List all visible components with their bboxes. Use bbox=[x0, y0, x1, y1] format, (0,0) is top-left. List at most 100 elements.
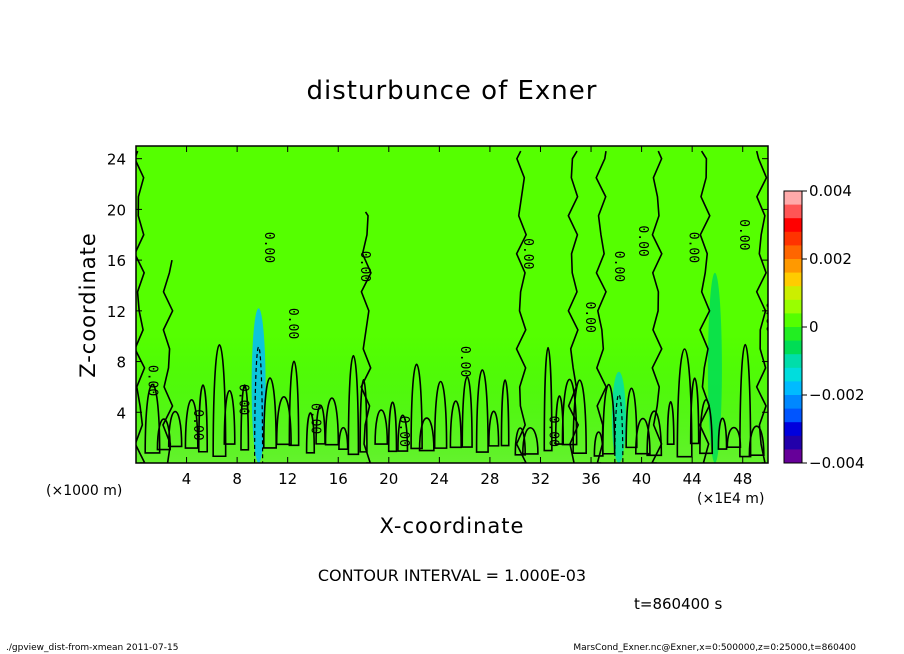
tall-contour-5 bbox=[651, 150, 663, 463]
contour-13 bbox=[324, 397, 340, 446]
colorbar-swatch bbox=[784, 218, 802, 233]
contour-3 bbox=[184, 398, 199, 449]
colorbar-swatch bbox=[784, 435, 802, 450]
plot-frame bbox=[135, 145, 769, 464]
contour-41 bbox=[689, 377, 700, 445]
x-axis: 4 8 12 16 20 24 28 32 36 40 44 48 bbox=[182, 146, 752, 488]
y-tick-label: 4 bbox=[116, 404, 126, 422]
x-scale-note: (×1E4 m) bbox=[697, 491, 765, 507]
y-axis-label: Z-coordinate bbox=[76, 232, 100, 378]
x-tick-label: 44 bbox=[683, 470, 702, 488]
anomaly-2 bbox=[707, 272, 722, 463]
x-unit-note: (×1000 m) bbox=[46, 483, 123, 499]
x-tick-label: 32 bbox=[531, 470, 550, 488]
colorbar-tick-label: 0.004 bbox=[809, 182, 852, 200]
contour-label: 0.00 bbox=[285, 308, 300, 339]
tall-contour-2 bbox=[515, 150, 528, 463]
x-tick-label: 40 bbox=[632, 470, 651, 488]
contour-26 bbox=[488, 410, 500, 447]
contour-0 bbox=[144, 383, 161, 454]
colorbar-tick-label: 0 bbox=[809, 318, 819, 336]
contour-29 bbox=[522, 426, 539, 455]
contour-38 bbox=[646, 410, 663, 457]
contour-19 bbox=[397, 414, 409, 452]
colorbar-swatch bbox=[784, 340, 802, 355]
y-tick-label: 20 bbox=[107, 201, 126, 219]
colorbar-swatch bbox=[784, 259, 802, 274]
time-label: t=860400 s bbox=[634, 595, 723, 613]
y-axis: 4 8 12 16 20 24 bbox=[107, 151, 768, 422]
contour-7 bbox=[240, 384, 250, 451]
colorbar-swatch bbox=[784, 354, 802, 369]
tall-contour-1 bbox=[360, 211, 372, 463]
contour-17 bbox=[374, 409, 389, 445]
contour-45 bbox=[739, 343, 752, 458]
tall-contour-3 bbox=[567, 150, 580, 463]
x-tick-label: 36 bbox=[581, 470, 600, 488]
contour-label: 0.00 bbox=[261, 232, 276, 263]
contour-label: 0.00 bbox=[582, 302, 597, 333]
contour-25 bbox=[475, 369, 489, 453]
contour-label: 0.00 bbox=[457, 346, 472, 377]
colorbar-swatch bbox=[784, 204, 802, 219]
colorbar-swatch bbox=[784, 245, 802, 260]
y-tick-label: 12 bbox=[107, 303, 126, 321]
colorbar-swatch bbox=[784, 395, 802, 410]
contour-22 bbox=[433, 380, 448, 449]
negative-contour-1 bbox=[614, 393, 624, 463]
contour-10 bbox=[288, 360, 300, 447]
tall-contour-0 bbox=[162, 259, 174, 463]
contour-label: 0.00 bbox=[308, 403, 323, 434]
contour-37 bbox=[635, 418, 651, 455]
contour-labels: 0.00 0.00 0.00 0.00 0.00 0.00 0.00 0.00 0.00 0.00… bbox=[145, 219, 778, 447]
contour-27 bbox=[500, 379, 510, 447]
colorbar: 0.004 0.002 0 −0.002 −0.004 bbox=[783, 182, 865, 472]
colorbar-swatch bbox=[784, 408, 802, 423]
colorbar-swatch bbox=[784, 191, 802, 206]
contour-label: 0.00 bbox=[736, 219, 751, 250]
contour-21 bbox=[418, 417, 435, 452]
colorbar-tick-label: 0.002 bbox=[809, 250, 852, 268]
x-axis-label: X-coordinate bbox=[379, 514, 525, 538]
colorbar-tick-label: −0.002 bbox=[809, 386, 865, 404]
contour-6 bbox=[223, 390, 236, 445]
contour-8 bbox=[262, 377, 277, 449]
colorbar-swatch bbox=[784, 313, 802, 328]
colorbar-swatch bbox=[784, 286, 802, 301]
heatmap-field: 0.00 0.00 0.00 0.00 0.00 0.00 0.00 0.00 0.00 0.00… bbox=[136, 146, 778, 463]
colorbar-swatch bbox=[784, 381, 802, 396]
y-tick-label: 16 bbox=[107, 252, 126, 270]
contour-34 bbox=[593, 431, 604, 457]
contour-lines bbox=[136, 150, 768, 463]
x-tick-label: 8 bbox=[232, 470, 242, 488]
x-tick-label: 28 bbox=[480, 470, 499, 488]
colorbar-swatch bbox=[784, 449, 802, 464]
contour-15 bbox=[347, 355, 360, 456]
colorbar-swatch bbox=[784, 272, 802, 287]
contour-label: 0.00 bbox=[190, 409, 205, 440]
contour-label: 0.00 bbox=[357, 251, 372, 282]
contour-label: 0.00 bbox=[396, 416, 411, 447]
x-tick-label: 20 bbox=[379, 470, 398, 488]
contour-24 bbox=[461, 376, 473, 448]
colorbar-swatch bbox=[784, 422, 802, 437]
contour-39 bbox=[666, 401, 675, 446]
colorbar-swatch bbox=[784, 299, 802, 314]
contour-label: 0.00 bbox=[545, 416, 560, 447]
contour-33 bbox=[572, 379, 587, 454]
contour-2 bbox=[167, 411, 183, 448]
y-tick-label: 24 bbox=[107, 151, 126, 169]
contour-4 bbox=[197, 384, 209, 453]
contour-label: 0.00 bbox=[611, 251, 626, 282]
contour-label: 0.00 bbox=[763, 302, 778, 333]
contour-label: 0.00 bbox=[236, 384, 251, 415]
colorbar-swatch bbox=[784, 231, 802, 246]
footer-left: ./gpview_dist-from-xmean 2011-07-15 bbox=[6, 643, 179, 653]
colorbar-swatch bbox=[784, 367, 802, 382]
chart-title: disturbunce of Exner bbox=[306, 76, 598, 106]
contour-23 bbox=[449, 400, 462, 449]
footer-right: MarsCond_Exner.nc@Exner,x=0:500000,z=0:2… bbox=[573, 643, 856, 653]
x-tick-label: 4 bbox=[182, 470, 192, 488]
contour-interval-text: CONTOUR INTERVAL = 1.000E-03 bbox=[317, 566, 587, 585]
